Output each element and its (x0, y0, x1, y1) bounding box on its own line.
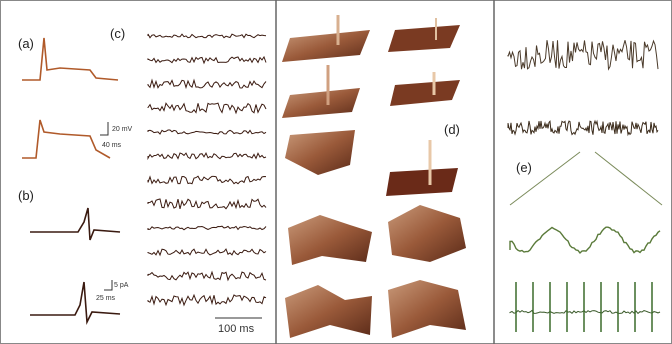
trace (147, 175, 267, 185)
trace (30, 281, 121, 325)
trace (509, 226, 661, 255)
scale-label: 20 mV (112, 126, 133, 133)
trace (147, 293, 267, 307)
scale-label: 40 ms (102, 142, 122, 149)
scale-label: 25 ms (96, 295, 116, 302)
panel-label: (c) (110, 26, 125, 41)
trace (147, 198, 267, 210)
trace (30, 207, 121, 241)
zoom-line (594, 151, 663, 206)
panel-label: (a) (18, 36, 34, 51)
panel-label: (e) (516, 160, 532, 175)
trace (147, 270, 267, 282)
trace (147, 225, 267, 231)
trace (22, 37, 119, 81)
scale-bar (104, 280, 113, 291)
trace (507, 39, 659, 71)
scale-bar (100, 122, 109, 136)
scale-label: 5 pA (114, 282, 129, 289)
panel-label: (b) (18, 188, 34, 203)
trace (147, 78, 267, 90)
surfaces (282, 15, 466, 338)
trace (147, 248, 267, 257)
trace (147, 55, 267, 65)
traces (22, 33, 661, 332)
trace (147, 33, 267, 39)
panel-label: (d) (444, 122, 460, 137)
trace (507, 119, 659, 137)
trace (22, 119, 111, 159)
trace (147, 129, 267, 135)
zoom-line (509, 151, 581, 206)
scale-label: 100 ms (218, 323, 255, 335)
trace (147, 151, 267, 161)
trace (147, 102, 267, 115)
